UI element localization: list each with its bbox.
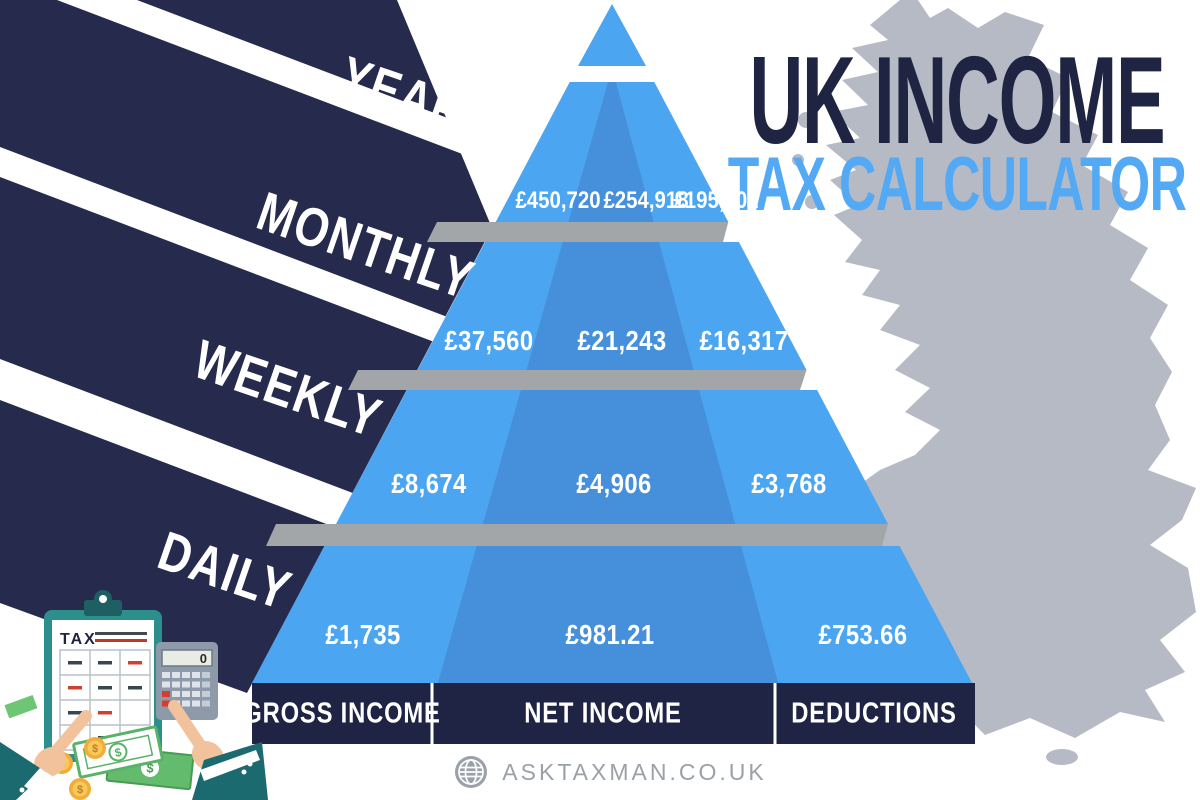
- calculator: 0: [156, 642, 218, 720]
- uk-map: [792, 0, 1196, 765]
- column-header-gross-income: GROSS INCOME: [243, 697, 441, 730]
- calculator-display: 0: [200, 651, 207, 666]
- value-weekly-net: £4,906: [576, 468, 652, 499]
- hand-left: [0, 710, 92, 800]
- value-weekly-deductions: £3,768: [751, 468, 827, 499]
- bar-divider-1: [430, 683, 434, 744]
- coin-currency: $: [77, 784, 83, 796]
- column-header-deductions: DEDUCTIONS: [791, 697, 957, 730]
- value-yearly-net: £254,918: [603, 187, 689, 214]
- coin-currency: $: [92, 743, 98, 755]
- value-monthly-deductions: £16,317: [699, 325, 789, 356]
- tax-document-title: TAX: [60, 631, 97, 648]
- apex-gap: [540, 66, 690, 82]
- page-title: UK INCOME: [749, 32, 1166, 170]
- value-daily-deductions: £753.66: [818, 619, 908, 650]
- globe-icon: [455, 756, 488, 788]
- value-monthly-net: £21,243: [577, 325, 667, 356]
- value-monthly-gross: £37,560: [444, 325, 534, 356]
- bar-divider-2: [773, 683, 777, 744]
- value-yearly-gross: £450,720: [515, 187, 601, 214]
- column-header-net-income: NET INCOME: [524, 697, 682, 730]
- shelf-1: [427, 222, 729, 242]
- band-separator-2: [0, 147, 560, 390]
- bill-currency: $: [113, 745, 123, 760]
- pyramid: [251, 4, 973, 686]
- band-backdrop: [0, 0, 492, 693]
- value-daily-net: £981.21: [565, 619, 655, 650]
- value-weekly-gross: £8,674: [391, 468, 467, 499]
- bill-currency: $: [146, 760, 156, 776]
- tax-illustration: TAX: [0, 590, 268, 800]
- calculator-keys: [162, 672, 210, 707]
- bottom-bar: [252, 683, 975, 744]
- pyramid-apex: [578, 4, 646, 66]
- hand-right: [168, 700, 268, 800]
- footer: ASKTAXMAN.CO.UK: [390, 750, 830, 794]
- shelf-3: [266, 524, 888, 546]
- site-url: ASKTAXMAN.CO.UK: [502, 758, 767, 785]
- page-subtitle: TAX CALCULATOR: [727, 142, 1187, 227]
- band-separator-1: [57, 0, 560, 192]
- shelf-2: [348, 370, 807, 390]
- value-yearly-deductions: £195,802: [673, 187, 759, 214]
- money-corner: [4, 694, 38, 719]
- value-daily-gross: £1,735: [325, 619, 401, 650]
